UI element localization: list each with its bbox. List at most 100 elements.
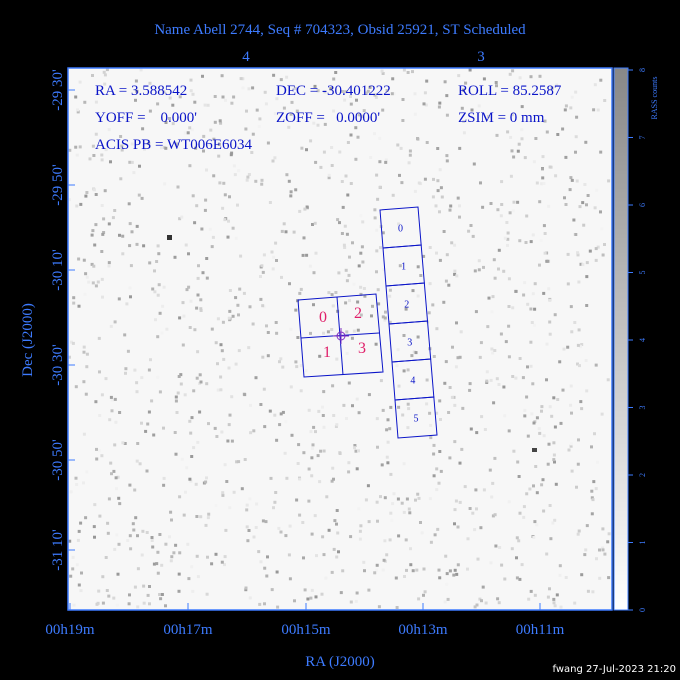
noise-pixel bbox=[242, 291, 246, 295]
noise-pixel bbox=[438, 450, 442, 453]
noise-pixel bbox=[423, 590, 427, 594]
noise-pixel bbox=[599, 78, 603, 82]
noise-pixel bbox=[543, 232, 547, 235]
noise-pixel bbox=[585, 304, 589, 307]
noise-pixel bbox=[444, 279, 448, 283]
noise-pixel bbox=[254, 526, 258, 529]
noise-pixel bbox=[498, 546, 502, 549]
noise-pixel bbox=[71, 567, 75, 571]
noise-pixel bbox=[224, 528, 228, 532]
noise-pixel bbox=[531, 233, 535, 237]
noise-pixel bbox=[496, 597, 500, 601]
noise-pixel bbox=[175, 142, 179, 146]
noise-pixel bbox=[397, 405, 401, 409]
noise-pixel bbox=[479, 526, 483, 530]
noise-pixel bbox=[383, 318, 387, 322]
noise-pixel bbox=[201, 271, 205, 275]
noise-pixel bbox=[160, 331, 164, 335]
noise-pixel bbox=[497, 248, 501, 252]
noise-pixel bbox=[102, 217, 106, 221]
noise-pixel bbox=[279, 357, 283, 361]
noise-pixel bbox=[329, 87, 333, 91]
noise-pixel bbox=[422, 567, 426, 571]
noise-pixel bbox=[298, 209, 302, 213]
noise-pixel bbox=[541, 155, 545, 159]
noise-pixel bbox=[497, 601, 501, 605]
noise-pixel bbox=[258, 117, 262, 121]
noise-pixel bbox=[397, 384, 401, 388]
noise-pixel bbox=[564, 576, 568, 579]
noise-pixel bbox=[390, 518, 394, 522]
noise-pixel bbox=[232, 164, 236, 168]
noise-pixel bbox=[586, 194, 590, 197]
noise-pixel bbox=[577, 280, 581, 284]
noise-pixel bbox=[107, 128, 111, 132]
noise-pixel bbox=[101, 575, 105, 579]
noise-pixel bbox=[549, 537, 553, 541]
noise-pixel bbox=[310, 456, 314, 460]
noise-pixel bbox=[252, 535, 256, 539]
noise-pixel bbox=[193, 221, 197, 225]
noise-pixel bbox=[395, 606, 399, 609]
noise-pixel bbox=[332, 547, 336, 551]
noise-pixel bbox=[415, 568, 419, 572]
noise-pixel bbox=[403, 575, 406, 578]
noise-pixel bbox=[265, 574, 269, 578]
noise-pixel bbox=[444, 360, 448, 364]
noise-pixel bbox=[350, 336, 354, 340]
noise-pixel bbox=[82, 345, 86, 349]
noise-pixel bbox=[508, 72, 512, 76]
noise-pixel bbox=[275, 438, 279, 442]
noise-pixel bbox=[600, 227, 604, 231]
noise-pixel bbox=[373, 216, 377, 220]
noise-pixel bbox=[453, 508, 457, 512]
colorbar-label: RASS counts bbox=[650, 77, 659, 120]
noise-pixel bbox=[553, 313, 557, 317]
noise-pixel bbox=[295, 498, 299, 502]
noise-pixel bbox=[381, 315, 385, 319]
noise-pixel bbox=[252, 429, 256, 433]
noise-pixel bbox=[447, 283, 451, 287]
noise-pixel bbox=[135, 224, 139, 228]
noise-pixel bbox=[142, 584, 146, 588]
noise-pixel bbox=[236, 303, 240, 307]
noise-pixel bbox=[87, 280, 91, 284]
noise-pixel bbox=[118, 233, 121, 237]
noise-pixel bbox=[559, 421, 563, 425]
noise-pixel bbox=[569, 106, 573, 110]
y-label: Dec (J2000) bbox=[20, 303, 36, 377]
noise-pixel bbox=[603, 552, 607, 556]
noise-pixel bbox=[598, 548, 601, 552]
noise-pixel bbox=[330, 328, 334, 331]
colorbar-tick-label: 0 bbox=[638, 608, 647, 612]
noise-pixel bbox=[259, 560, 263, 564]
noise-pixel bbox=[248, 497, 252, 501]
noise-pixel bbox=[437, 481, 441, 485]
noise-pixel bbox=[113, 397, 117, 401]
noise-pixel bbox=[191, 194, 195, 198]
noise-pixel bbox=[570, 178, 574, 182]
noise-pixel bbox=[424, 103, 428, 107]
noise-pixel bbox=[570, 95, 574, 99]
noise-pixel bbox=[475, 507, 478, 511]
noise-pixel bbox=[456, 563, 460, 567]
noise-pixel bbox=[287, 553, 291, 557]
noise-pixel bbox=[464, 81, 468, 85]
noise-pixel bbox=[373, 571, 377, 575]
noise-pixel bbox=[213, 426, 217, 430]
noise-pixel bbox=[100, 153, 104, 157]
noise-pixel bbox=[82, 380, 86, 384]
noise-pixel bbox=[128, 286, 132, 290]
noise-pixel bbox=[569, 444, 573, 448]
noise-pixel bbox=[526, 365, 529, 369]
noise-pixel bbox=[345, 351, 349, 355]
noise-pixel bbox=[90, 262, 94, 266]
noise-pixel bbox=[162, 476, 166, 480]
noise-pixel bbox=[136, 442, 140, 445]
noise-pixel bbox=[302, 451, 306, 455]
noise-pixel bbox=[344, 301, 348, 305]
noise-pixel bbox=[384, 160, 388, 164]
noise-pixel bbox=[443, 80, 447, 84]
noise-pixel bbox=[278, 360, 281, 364]
noise-pixel bbox=[171, 103, 175, 107]
